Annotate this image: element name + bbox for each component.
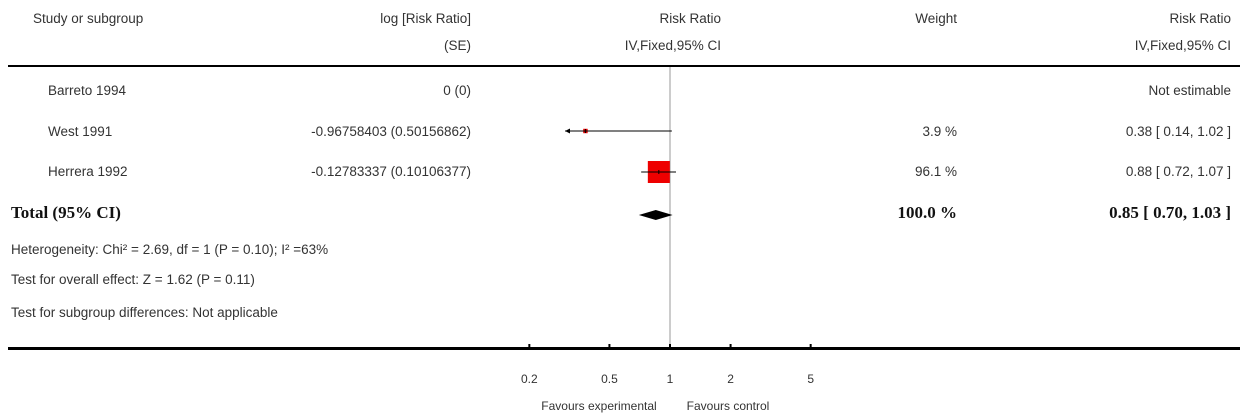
header-risk-ratio-plot-method: IV,Fixed,95% CI: [624, 38, 721, 53]
study-weight: 3.9 %: [922, 124, 957, 139]
subgroup-differences-text: Test for subgroup differences: Not appli…: [11, 305, 278, 320]
heterogeneity-text: Heterogeneity: Chi² = 2.69, df = 1 (P = …: [11, 242, 329, 257]
header-risk-ratio-method: IV,Fixed,95% CI: [1134, 38, 1231, 53]
axis-tick-label: 5: [807, 372, 814, 386]
study-name: Herrera 1992: [48, 164, 128, 179]
total-weight: 100.0 %: [897, 203, 958, 222]
study-weight: 96.1 %: [914, 164, 957, 179]
axis-tick-label: 0.2: [521, 372, 538, 386]
ci-clip-arrow: [565, 128, 570, 134]
study-weight-square: [647, 161, 670, 183]
overall-effect-text: Test for overall effect: Z = 1.62 (P = 0…: [11, 272, 255, 287]
header-weight: Weight: [915, 11, 957, 26]
header-se: (SE): [444, 38, 471, 53]
pooled-diamond: [638, 210, 673, 220]
study-rr-ci: 0.38 [ 0.14, 1.02 ]: [1125, 124, 1231, 139]
total-label: Total (95% CI): [11, 203, 121, 222]
header-study: Study or subgroup: [33, 11, 144, 26]
header-risk-ratio: Risk Ratio: [1169, 11, 1231, 26]
header-risk-ratio-plot: Risk Ratio: [659, 11, 721, 26]
favours-control-label: Favours control: [686, 399, 770, 413]
study-rr-ci: 0.88 [ 0.72, 1.07 ]: [1125, 164, 1231, 179]
header-log-risk-ratio: log [Risk Ratio]: [380, 11, 471, 26]
study-logrr-se: -0.12783337 (0.10106377): [311, 164, 471, 179]
header-divider: [8, 65, 1240, 67]
footer-divider: [8, 347, 1240, 350]
axis-tick-label: 1: [667, 372, 674, 386]
study-logrr-se: -0.96758403 (0.50156862): [311, 124, 471, 139]
study-rr-ci: Not estimable: [1148, 83, 1231, 98]
total-rr-ci: 0.85 [ 0.70, 1.03 ]: [1109, 203, 1231, 222]
favours-experimental-label: Favours experimental: [541, 399, 657, 413]
study-logrr-se: 0 (0): [443, 83, 471, 98]
study-name: West 1991: [48, 124, 113, 139]
study-weight-square: [583, 128, 588, 134]
axis-tick-label: 0.5: [601, 372, 618, 386]
axis-tick-label: 2: [727, 372, 734, 386]
study-name: Barreto 1994: [48, 83, 127, 98]
